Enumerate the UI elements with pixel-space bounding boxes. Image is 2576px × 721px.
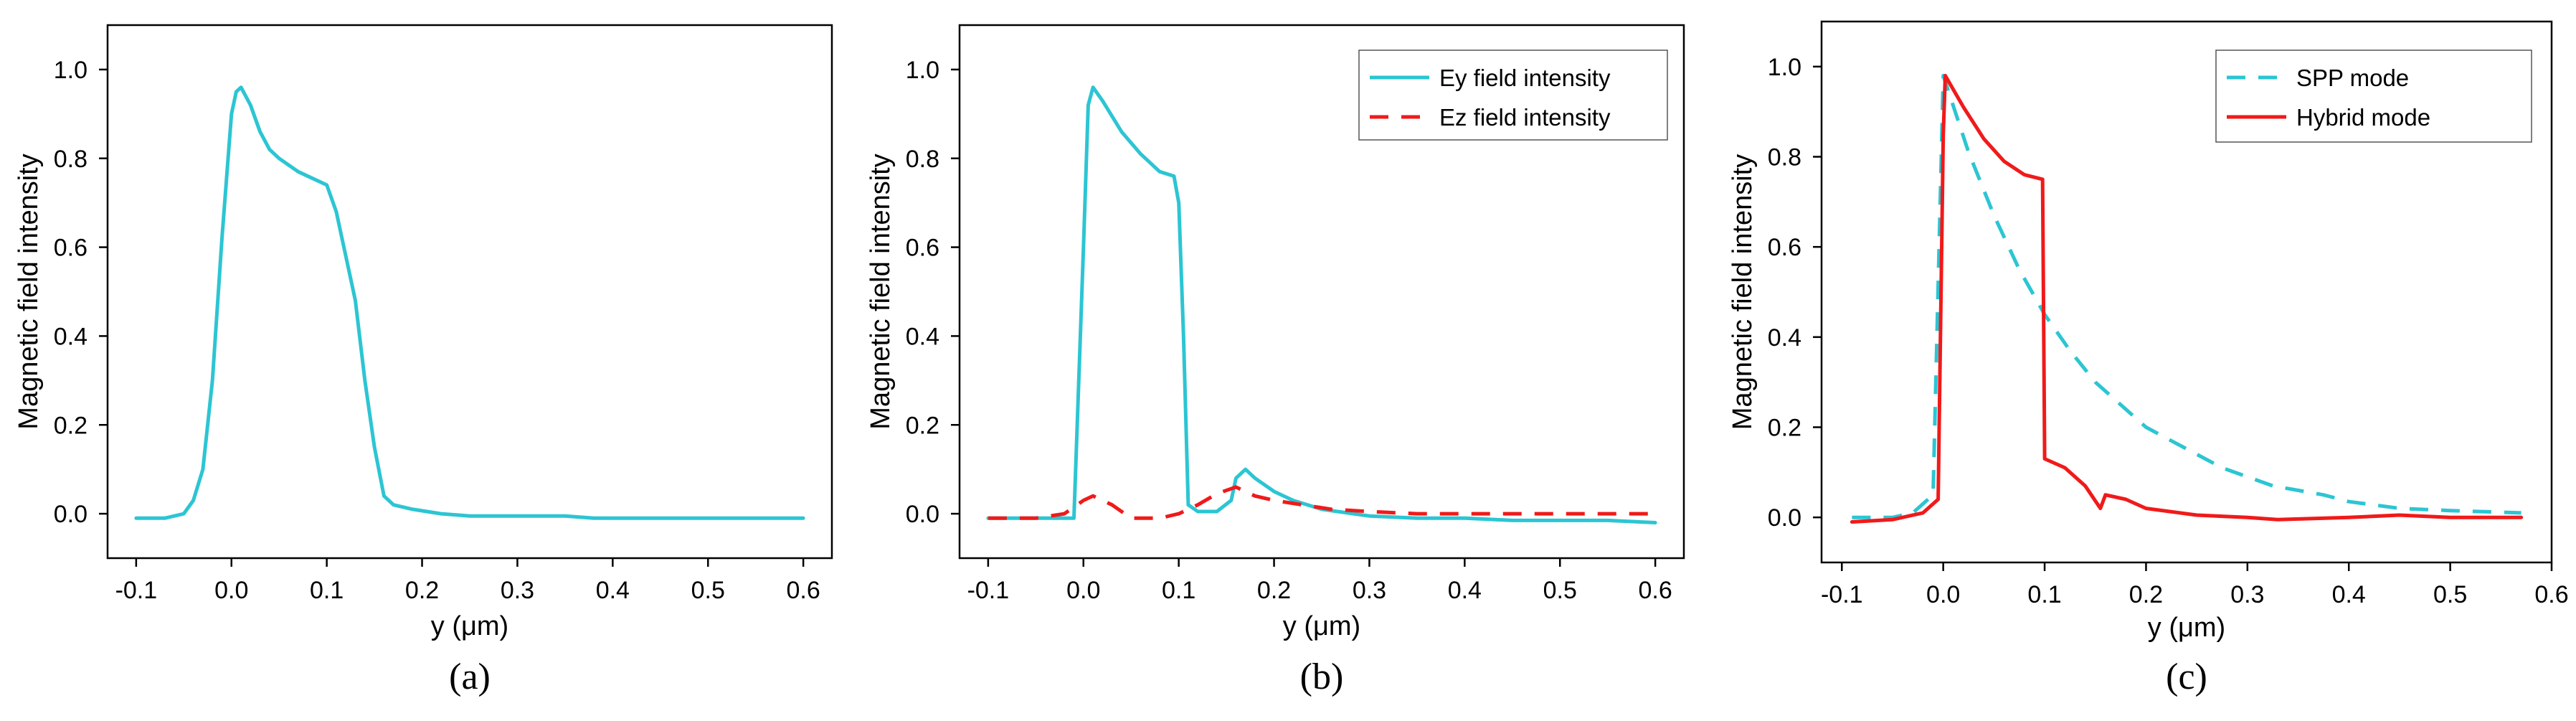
x-tick-label: 0.2 [1257, 577, 1291, 604]
x-tick-label: 0.6 [2534, 581, 2568, 608]
legend-entry: SPP mode [2296, 65, 2409, 91]
y-axis-label: Magnetic field intensity [14, 154, 44, 429]
x-tick-label: 0.5 [2433, 581, 2467, 608]
x-tick-label: 0.2 [2129, 581, 2163, 608]
x-tick-label: 0.1 [2027, 581, 2061, 608]
chart-panel-2: -0.1 0.0 0.1 0.2 0.3 0.4 0.5 0.6 0.0 0.2 0.4 0.6 0.8… [866, 24, 1685, 697]
y-tick-label: 0.4 [906, 323, 939, 350]
y-tick-label: 0.4 [54, 323, 87, 350]
y-tick-label: 0.6 [1768, 234, 1801, 261]
chart-panel-1: -0.1 0.0 0.1 0.2 0.3 0.4 0.5 0.6 0.0 0.2 0.4 0.6 0.8… [14, 24, 833, 697]
y-tick-label: 0.8 [906, 146, 939, 173]
x-tick-label: 0.6 [786, 577, 820, 604]
x-axis-label: y (μm) [1283, 611, 1360, 641]
y-tick-label: 0.8 [54, 146, 87, 173]
series-line-spp-mode [1852, 73, 2521, 519]
y-tick-label: 0.2 [906, 412, 939, 439]
series-line-ey-field-intensity [986, 85, 1657, 524]
legend-entry: Ez field intensity [1439, 104, 1611, 131]
y-tick-label: 1.0 [906, 57, 939, 84]
x-tick-label: 0.4 [1448, 577, 1482, 604]
x-tick-label: 0.4 [2332, 581, 2366, 608]
y-tick-label: 0.2 [1768, 415, 1801, 442]
chart-panel-3: -0.1 0.0 0.1 0.2 0.3 0.4 0.5 0.6 0.0 0.2 0.4 0.6 0.8… [1728, 20, 2569, 697]
y-axis-label: Magnetic field intensity [866, 154, 896, 429]
y-tick-label: 0.8 [1768, 144, 1801, 171]
x-tick-label: 0.1 [310, 577, 344, 604]
x-axis-label: y (μm) [2148, 613, 2225, 643]
plot-frame [1820, 20, 2553, 564]
legend-box [1358, 50, 1668, 141]
y-tick-label: 0.2 [54, 412, 87, 439]
legend: SPP mode Hybrid mode [2215, 50, 2532, 143]
y-axis-label: Magnetic field intensity [1728, 154, 1758, 430]
legend-entry: Hybrid mode [2296, 104, 2430, 131]
plot-frame [958, 24, 1685, 560]
series-line-ez-field-intensity [988, 485, 1656, 520]
x-tick-label: -0.1 [967, 577, 1010, 604]
series-line-magnetic-field-intensity [134, 85, 805, 520]
panel-caption: (c) [2166, 656, 2207, 697]
x-tick-label: 0.2 [405, 577, 439, 604]
x-tick-label: 0.6 [1638, 577, 1672, 604]
panel-caption: (a) [449, 656, 491, 697]
y-tick-label: 0.6 [906, 235, 939, 262]
legend: Ey field intensity Ez field intensity [1358, 50, 1668, 141]
y-tick-label: 0.6 [54, 235, 87, 262]
legend-box [2215, 50, 2532, 143]
legend-entry: Ey field intensity [1439, 65, 1611, 91]
x-tick-label: 0.5 [1543, 577, 1577, 604]
panel-caption: (b) [1300, 656, 1344, 697]
y-tick-label: 0.0 [1768, 504, 1801, 532]
y-tick-label: 0.0 [906, 501, 939, 528]
plot-frame [106, 24, 833, 560]
x-tick-label: -0.1 [1821, 581, 1863, 608]
x-tick-label: 0.5 [691, 577, 725, 604]
y-tick-label: 0.0 [54, 501, 87, 528]
x-tick-label: 0.0 [1926, 581, 1960, 608]
x-tick-label: 0.3 [501, 577, 534, 604]
x-tick-label: 0.1 [1162, 577, 1195, 604]
x-tick-label: 0.4 [596, 577, 630, 604]
x-tick-label: 0.0 [1066, 577, 1100, 604]
y-tick-label: 1.0 [54, 57, 87, 84]
x-tick-label: -0.1 [115, 577, 158, 604]
series-line-hybrid-mode [1850, 73, 2524, 524]
x-tick-label: 0.3 [1353, 577, 1386, 604]
x-axis-label: y (μm) [431, 611, 508, 641]
x-tick-label: 0.0 [214, 577, 248, 604]
y-tick-label: 1.0 [1768, 54, 1801, 81]
x-tick-label: 0.3 [2230, 581, 2264, 608]
y-tick-label: 0.4 [1768, 324, 1801, 352]
